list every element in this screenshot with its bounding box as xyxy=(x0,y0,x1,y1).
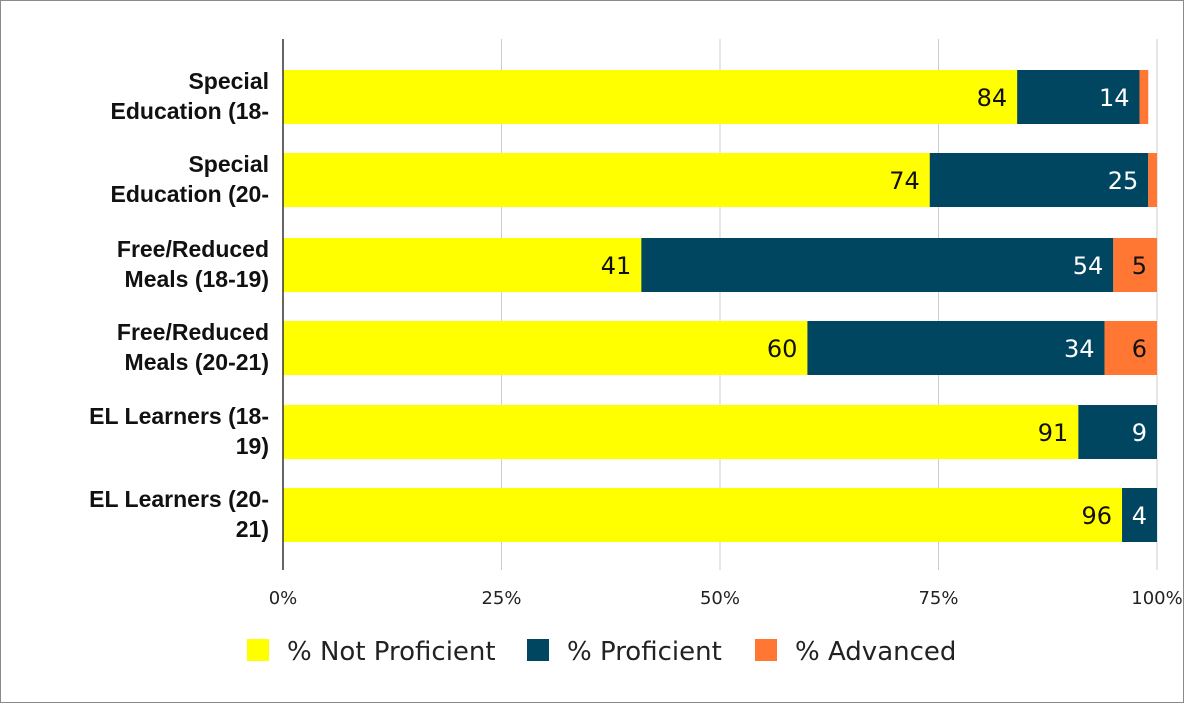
axes: 0% 25% 50% 75% 100% xyxy=(269,39,1183,609)
category-label: Special xyxy=(188,68,269,94)
legend-label: % Proficient xyxy=(567,637,722,667)
bar-segment xyxy=(283,153,930,207)
bar-segment xyxy=(283,70,1018,124)
data-label: 96 xyxy=(1081,502,1112,530)
category-label: 21) xyxy=(236,516,269,542)
category-label: EL Learners (20- xyxy=(89,486,269,512)
bar-segment xyxy=(1113,238,1157,292)
category-label: Special xyxy=(188,151,269,177)
x-tick-label: 75% xyxy=(918,588,958,609)
bar-segment xyxy=(929,153,1149,207)
data-label: 4 xyxy=(1132,502,1147,530)
bar-segment xyxy=(1078,405,1157,459)
legend-swatch xyxy=(527,639,549,661)
bar-segment xyxy=(283,321,808,375)
category-label: Meals (20-21) xyxy=(125,349,269,375)
category-label: Free/Reduced xyxy=(117,236,269,262)
data-label: 5 xyxy=(1132,252,1147,280)
category-label: Free/Reduced xyxy=(117,319,269,345)
data-label: 34 xyxy=(1064,335,1095,363)
bar-segment xyxy=(283,488,1123,542)
data-label: 9 xyxy=(1132,419,1147,447)
data-label: 54 xyxy=(1073,252,1104,280)
bar-segment xyxy=(283,405,1079,459)
bar-segment xyxy=(641,238,1114,292)
x-tick-label: 50% xyxy=(700,588,740,609)
x-tick-label: 100% xyxy=(1131,588,1182,609)
data-label: 60 xyxy=(767,335,798,363)
category-label: 19) xyxy=(236,433,269,459)
legend-swatch xyxy=(247,639,269,661)
bar-segment xyxy=(283,238,642,292)
bar-segment xyxy=(807,321,1105,375)
labels: 84 14 Special Education (18- 74 25 Special Educ… xyxy=(89,68,1147,542)
data-label: 14 xyxy=(1099,84,1130,112)
x-tick-label: 0% xyxy=(269,588,298,609)
legend-label: % Not Proficient xyxy=(287,637,496,667)
bar-segment xyxy=(1148,153,1157,207)
data-label: 84 xyxy=(977,84,1008,112)
category-label: Education (18- xyxy=(111,98,269,124)
legend-label: % Advanced xyxy=(795,637,956,667)
data-label: 25 xyxy=(1108,167,1139,195)
bar-segment xyxy=(1104,321,1157,375)
gridlines xyxy=(501,39,1158,570)
data-label: 74 xyxy=(889,167,920,195)
category-label: Education (20- xyxy=(111,181,269,207)
data-label: 91 xyxy=(1038,419,1069,447)
category-label: EL Learners (18- xyxy=(89,403,269,429)
data-label: 6 xyxy=(1132,335,1147,363)
data-label: 41 xyxy=(601,252,632,280)
legend-swatch xyxy=(755,639,777,661)
bar-segment xyxy=(1139,70,1149,124)
bar-segment xyxy=(1122,488,1157,542)
legend: % Not Proficient % Proficient % Advanced xyxy=(247,637,956,667)
bars xyxy=(283,70,1157,542)
category-label: Meals (18-19) xyxy=(125,266,269,292)
x-tick-label: 25% xyxy=(481,588,521,609)
bar-segment xyxy=(1017,70,1140,124)
